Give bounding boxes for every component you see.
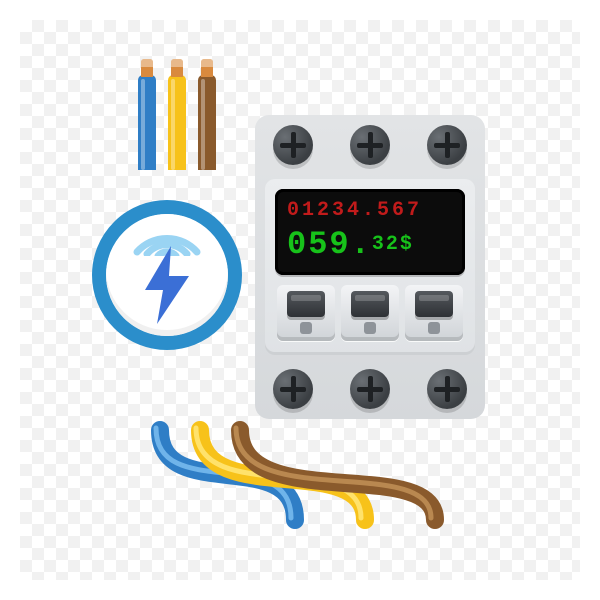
lightning-bolt-icon (139, 246, 195, 324)
breaker-switch-row (275, 275, 465, 355)
breaker-switch[interactable] (341, 285, 399, 341)
breaker-switch[interactable] (405, 285, 463, 341)
screw (350, 125, 390, 165)
lcd-display: 01234.567 059.32$ (275, 189, 465, 275)
breaker-switch[interactable] (277, 285, 335, 341)
screw (273, 125, 313, 165)
electricity-badge (92, 200, 242, 350)
illustration-stage: 01234.567 059.32$ (0, 0, 600, 600)
meter-face: 01234.567 059.32$ (265, 179, 475, 355)
screw-row-top (255, 115, 485, 175)
wire-top (138, 75, 156, 170)
wire-top (168, 75, 186, 170)
screw (350, 369, 390, 409)
meter-cost: 059.32$ (287, 226, 453, 263)
wire-top (198, 75, 216, 170)
screw-row-bottom (255, 359, 485, 419)
screw (427, 125, 467, 165)
meter-reading: 01234.567 (287, 199, 453, 222)
electric-meter: 01234.567 059.32$ (255, 115, 485, 419)
screw (427, 369, 467, 409)
screw (273, 369, 313, 409)
